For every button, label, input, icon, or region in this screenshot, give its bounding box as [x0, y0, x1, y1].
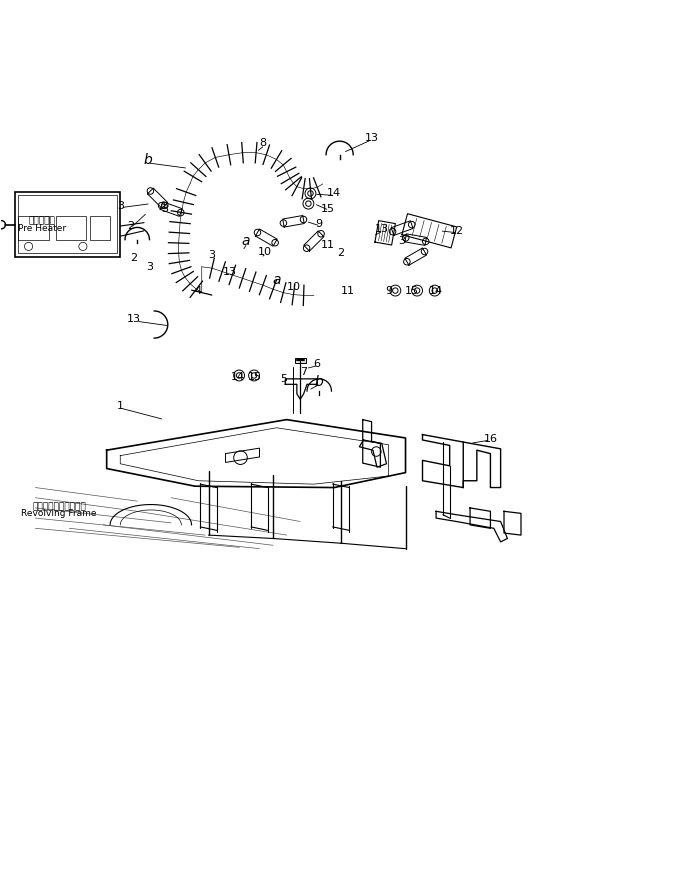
Text: 5: 5	[280, 374, 286, 384]
Text: 2: 2	[127, 221, 134, 231]
Text: 1: 1	[117, 401, 123, 411]
Text: 3: 3	[146, 261, 153, 272]
Text: 15: 15	[321, 204, 334, 214]
Text: 8: 8	[259, 137, 267, 148]
Text: 9: 9	[385, 286, 392, 296]
Bar	[295, 358, 306, 363]
Bar	[90, 216, 110, 239]
Text: 10: 10	[258, 247, 272, 257]
Text: b: b	[315, 375, 324, 389]
Bar	[56, 216, 87, 239]
Text: 12: 12	[449, 226, 464, 237]
Text: 15: 15	[248, 372, 262, 382]
Text: a: a	[241, 234, 250, 248]
Text: 3: 3	[117, 201, 123, 210]
Text: 3: 3	[161, 204, 168, 214]
Text: 11: 11	[341, 286, 355, 296]
Text: 11: 11	[321, 240, 334, 250]
Text: a: a	[272, 274, 281, 288]
Text: 14: 14	[231, 372, 245, 382]
Text: 16: 16	[484, 434, 497, 444]
Text: レボルビングフレーム: レボルビングフレーム	[32, 502, 86, 511]
Bar	[15, 192, 120, 257]
Text: Pre Heater: Pre Heater	[18, 224, 66, 232]
Text: 2: 2	[338, 248, 344, 258]
Text: 9: 9	[316, 219, 323, 229]
Text: プレヒータ: プレヒータ	[29, 216, 55, 225]
Text: 2: 2	[130, 253, 137, 263]
Text: 14: 14	[327, 188, 341, 199]
Text: 10: 10	[286, 282, 301, 292]
Text: 6: 6	[314, 359, 321, 369]
Text: 15: 15	[405, 286, 419, 296]
Text: 13: 13	[127, 314, 141, 324]
Text: 7: 7	[300, 367, 307, 377]
Text: 3: 3	[209, 250, 216, 260]
Text: 14: 14	[429, 286, 443, 296]
Text: 13: 13	[365, 133, 379, 143]
Text: 13: 13	[374, 224, 389, 234]
Text: Revolving Frame: Revolving Frame	[21, 509, 97, 517]
Bar	[18, 216, 49, 239]
Text: 4: 4	[195, 286, 202, 296]
Text: b: b	[143, 153, 152, 167]
Text: 13: 13	[223, 267, 237, 276]
Text: 3: 3	[399, 236, 406, 246]
Bar	[18, 195, 117, 253]
